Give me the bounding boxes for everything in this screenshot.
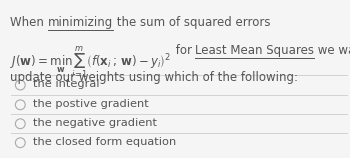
Text: When: When bbox=[10, 16, 48, 29]
Text: Least Mean Squares: Least Mean Squares bbox=[195, 44, 314, 57]
Text: minimizing: minimizing bbox=[48, 16, 113, 29]
Text: $J(\mathbf{w}) = \min_{\mathbf{w}} \sum_{i=1}^{m} \left(f(\mathbf{x}_i;\, \mathb: $J(\mathbf{w}) = \min_{\mathbf{w}} \sum_… bbox=[10, 44, 172, 80]
Text: we want to: we want to bbox=[314, 44, 350, 57]
Text: the negative gradient: the negative gradient bbox=[33, 118, 157, 128]
Text: update our weights using which of the following:: update our weights using which of the fo… bbox=[10, 71, 299, 84]
Text: the integral: the integral bbox=[33, 79, 100, 89]
Text: the sum of squared errors: the sum of squared errors bbox=[113, 16, 271, 29]
Text: the postive gradient: the postive gradient bbox=[33, 99, 149, 109]
Text: the closed form equation: the closed form equation bbox=[33, 137, 176, 147]
Text: for: for bbox=[172, 44, 195, 57]
